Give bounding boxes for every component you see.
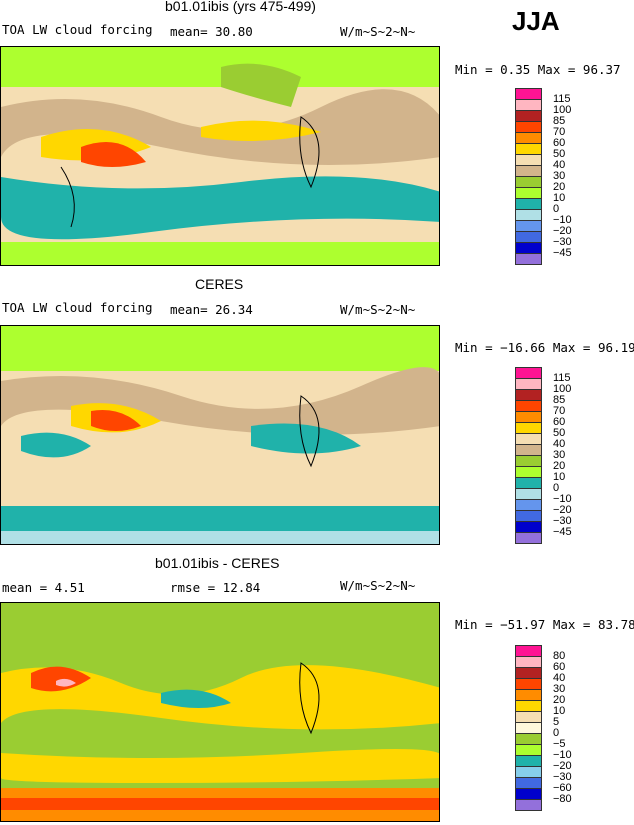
legend-label: 85 — [553, 394, 566, 406]
panel-1-map — [0, 46, 440, 266]
legend-swatch — [515, 253, 542, 265]
legend-swatch — [515, 799, 542, 811]
legend-label: −30 — [553, 515, 572, 527]
legend-label: 50 — [553, 148, 566, 160]
legend-label: 60 — [553, 661, 566, 673]
panel-1-units: W/m~S~2~N~ — [340, 24, 416, 39]
legend-label: 60 — [553, 416, 566, 428]
legend-label: 40 — [553, 438, 566, 450]
legend-label: 10 — [553, 705, 566, 717]
legend-label: −10 — [553, 214, 572, 226]
legend-label: 85 — [553, 115, 566, 127]
panel-1-variable: TOA LW cloud forcing — [2, 22, 153, 37]
legend-label: −20 — [553, 225, 572, 237]
panel-1-mean: mean= 30.80 — [170, 24, 253, 39]
legend-label: −10 — [553, 749, 572, 761]
panel-3-minmax: Min = −51.97 Max = 83.78 — [455, 617, 634, 632]
legend-label: 0 — [553, 203, 560, 215]
legend-label: 10 — [553, 471, 566, 483]
legend-label: 0 — [553, 727, 560, 739]
legend-label: −10 — [553, 493, 572, 505]
panel-3-rmse: rmse = 12.84 — [170, 580, 261, 595]
panel-2-map — [0, 325, 440, 545]
legend-label: 5 — [553, 716, 560, 728]
legend-label: −20 — [553, 760, 572, 772]
panel-2-minmax: Min = −16.66 Max = 96.19 — [455, 340, 634, 355]
legend-label: 20 — [553, 460, 566, 472]
legend-label: 40 — [553, 672, 566, 684]
legend-label: 20 — [553, 694, 566, 706]
legend-label: 115 — [553, 372, 571, 384]
panel-2-mean: mean= 26.34 — [170, 302, 253, 317]
legend-label: 0 — [553, 482, 560, 494]
panel-2-title: CERES — [195, 276, 244, 292]
legend-label: −45 — [553, 247, 572, 259]
panel-3-units: W/m~S~2~N~ — [340, 578, 416, 593]
legend-label: −80 — [553, 793, 572, 805]
legend-label: 70 — [553, 405, 566, 417]
legend-label: 60 — [553, 137, 566, 149]
legend-label: 20 — [553, 181, 566, 193]
legend-label: 30 — [553, 449, 566, 461]
legend-label: 100 — [553, 104, 572, 116]
legend-label: −30 — [553, 771, 572, 783]
panel-1-minmax: Min = 0.35 Max = 96.37 — [455, 62, 621, 77]
legend-label: −20 — [553, 504, 572, 516]
legend-label: 10 — [553, 192, 566, 204]
panel-1-title: b01.01ibis (yrs 475-499) — [165, 0, 316, 14]
legend-label: 70 — [553, 126, 566, 138]
panel-3-title: b01.01ibis - CERES — [155, 555, 280, 571]
legend-label: −5 — [553, 738, 566, 750]
legend-label: −45 — [553, 526, 572, 538]
panel-2-variable: TOA LW cloud forcing — [2, 300, 153, 315]
legend-label: −60 — [553, 782, 572, 794]
legend-label: 115 — [553, 93, 571, 105]
legend-label: 80 — [553, 650, 566, 662]
legend-label: 30 — [553, 170, 566, 182]
legend-label: 40 — [553, 159, 566, 171]
legend-label: −30 — [553, 236, 572, 248]
legend-label: 50 — [553, 427, 566, 439]
panel-3-mean: mean = 4.51 — [2, 580, 85, 595]
legend-label: 30 — [553, 683, 566, 695]
panel-3-map — [0, 602, 440, 822]
legend-label: 100 — [553, 383, 572, 395]
panel-2-units: W/m~S~2~N~ — [340, 302, 416, 317]
season-label: JJA — [512, 6, 560, 36]
legend-swatch — [515, 532, 542, 544]
